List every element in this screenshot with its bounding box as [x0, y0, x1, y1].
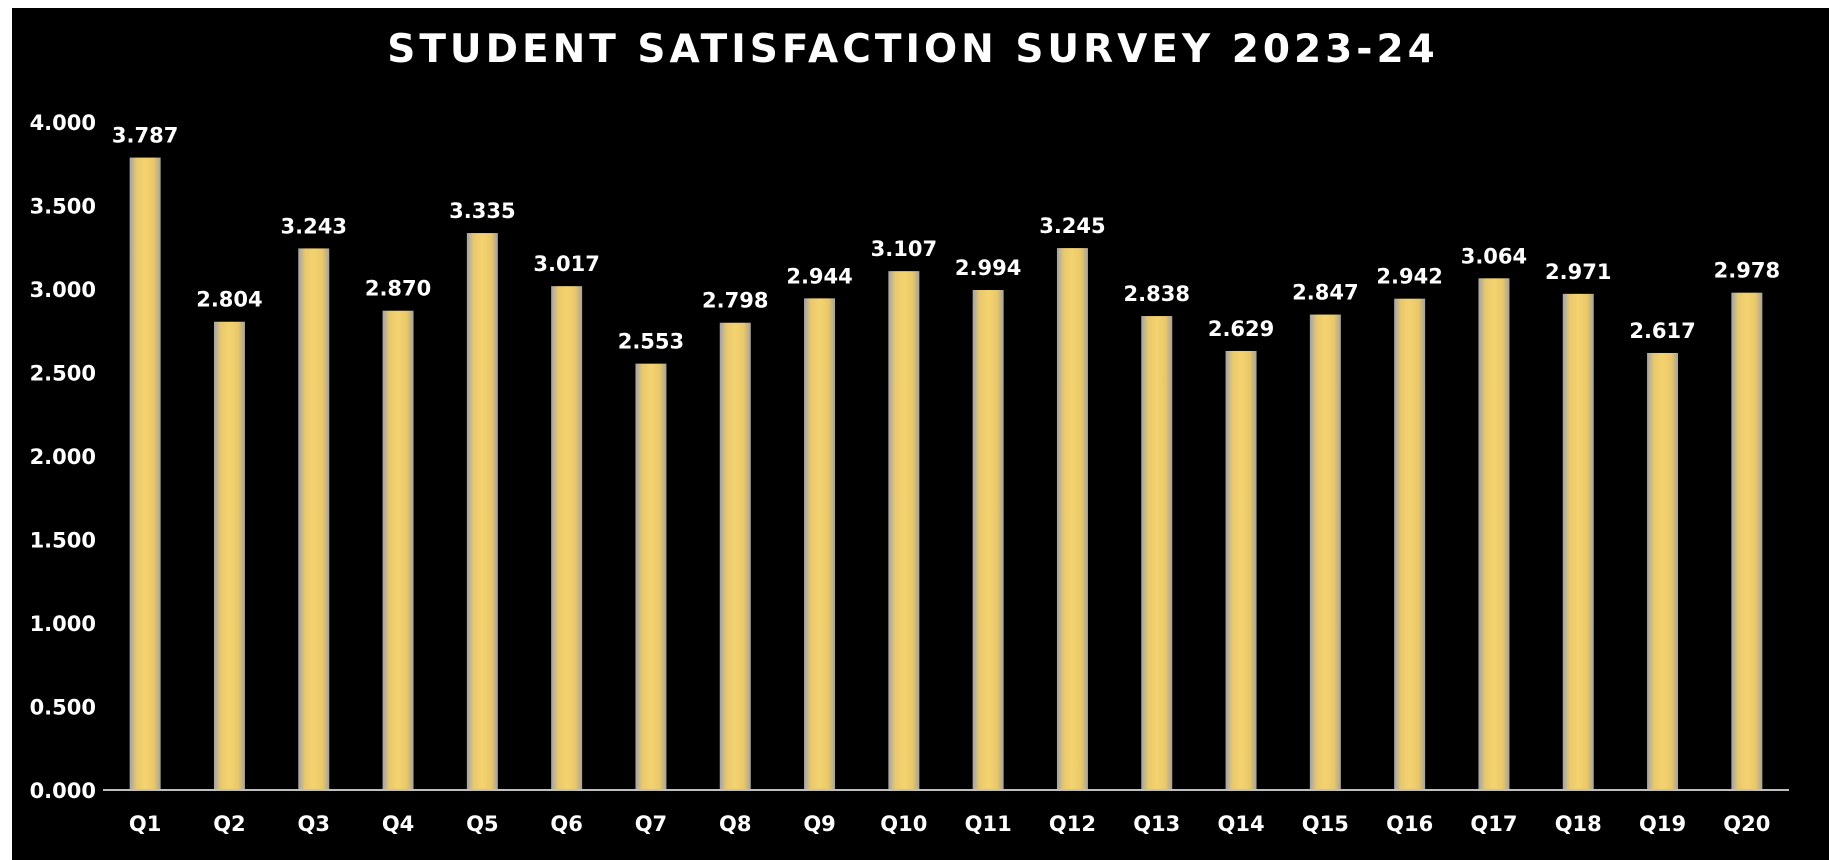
- bar-q7: [635, 363, 667, 790]
- data-label: 2.994: [955, 256, 1021, 280]
- y-tick-label: 0.000: [30, 779, 96, 803]
- data-label: 2.971: [1545, 260, 1611, 284]
- y-tick-label: 0.500: [30, 696, 96, 720]
- bar-q16: [1394, 298, 1426, 790]
- data-label: 3.107: [871, 237, 937, 261]
- y-tick-label: 1.500: [30, 529, 96, 553]
- bar-q15: [1309, 314, 1341, 790]
- bar-q2: [213, 321, 245, 790]
- data-label: 2.870: [365, 277, 431, 301]
- data-label: 2.798: [702, 289, 768, 313]
- data-labels-group: 3.787 2.804 3.243 2.870 3.335 3.017 2.553 2.798…: [112, 124, 1780, 354]
- y-tick-label: 2.500: [30, 362, 96, 386]
- x-tick-label: Q12: [1049, 812, 1096, 836]
- x-tick-label: Q6: [550, 812, 582, 836]
- chart-frame: STUDENT SATISFACTION SURVEY 2023-24 0.00…: [12, 8, 1829, 860]
- data-label: 2.617: [1629, 319, 1695, 343]
- x-tick-label: Q3: [298, 812, 330, 836]
- bar-q3: [298, 248, 330, 790]
- bar-q6: [551, 286, 583, 790]
- x-tick-label: Q17: [1470, 812, 1517, 836]
- y-tick-label: 4.000: [30, 111, 96, 135]
- x-tick-label: Q16: [1386, 812, 1433, 836]
- x-tick-label: Q15: [1302, 812, 1349, 836]
- data-label: 2.553: [618, 330, 684, 354]
- bar-q12: [1056, 248, 1088, 790]
- y-tick-label: 3.500: [30, 195, 96, 219]
- x-tick-label: Q2: [213, 812, 245, 836]
- bar-q9: [804, 298, 836, 790]
- data-label: 3.064: [1461, 244, 1527, 268]
- x-tick-label: Q4: [382, 812, 414, 836]
- x-axis-ticks: Q1 Q2 Q3 Q4 Q5 Q6 Q7 Q8 Q9 Q10 Q11 Q12 Q13 Q14 Q15 Q16 Q…: [129, 812, 1770, 836]
- data-label: 3.245: [1039, 214, 1105, 238]
- chart-title: STUDENT SATISFACTION SURVEY 2023-24: [387, 27, 1439, 72]
- bar-q4: [382, 310, 414, 790]
- data-label: 2.942: [1376, 265, 1442, 289]
- bar-q17: [1478, 278, 1510, 790]
- data-label: 3.243: [281, 214, 347, 238]
- data-label: 3.787: [112, 124, 178, 148]
- bar-q14: [1225, 350, 1257, 790]
- y-axis-ticks: 0.000 0.500 1.000 1.500 2.000 2.500 3.000 3.500…: [30, 111, 96, 803]
- bar-q19: [1647, 352, 1679, 790]
- x-tick-label: Q19: [1639, 812, 1686, 836]
- x-tick-label: Q10: [880, 812, 927, 836]
- bar-q10: [888, 271, 920, 791]
- bar-q13: [1141, 316, 1173, 790]
- bars-group: [129, 157, 1763, 791]
- data-label: 2.847: [1292, 281, 1358, 305]
- x-tick-label: Q13: [1133, 812, 1180, 836]
- x-tick-label: Q11: [965, 812, 1012, 836]
- x-tick-label: Q7: [635, 812, 667, 836]
- x-tick-label: Q20: [1723, 812, 1770, 836]
- x-tick-label: Q18: [1555, 812, 1602, 836]
- x-tick-label: Q8: [719, 812, 751, 836]
- data-label: 2.978: [1714, 259, 1780, 283]
- x-tick-label: Q1: [129, 812, 161, 836]
- y-tick-label: 3.000: [30, 278, 96, 302]
- x-tick-label: Q14: [1218, 812, 1265, 836]
- data-label: 3.017: [533, 252, 599, 276]
- bar-q20: [1731, 292, 1763, 790]
- bar-q1: [129, 157, 161, 791]
- bar-chart: STUDENT SATISFACTION SURVEY 2023-24 0.00…: [30, 27, 1789, 836]
- data-label: 2.804: [196, 288, 262, 312]
- bar-q11: [972, 290, 1004, 790]
- data-label: 2.838: [1124, 282, 1190, 306]
- y-tick-label: 2.000: [30, 445, 96, 469]
- y-tick-label: 1.000: [30, 612, 96, 636]
- data-label: 2.944: [786, 264, 852, 288]
- bar-q18: [1562, 293, 1594, 790]
- data-label: 2.629: [1208, 317, 1274, 341]
- x-tick-label: Q5: [466, 812, 498, 836]
- bar-q8: [719, 322, 751, 790]
- bar-q5: [466, 233, 498, 790]
- data-label: 3.335: [449, 199, 515, 223]
- x-tick-label: Q9: [803, 812, 835, 836]
